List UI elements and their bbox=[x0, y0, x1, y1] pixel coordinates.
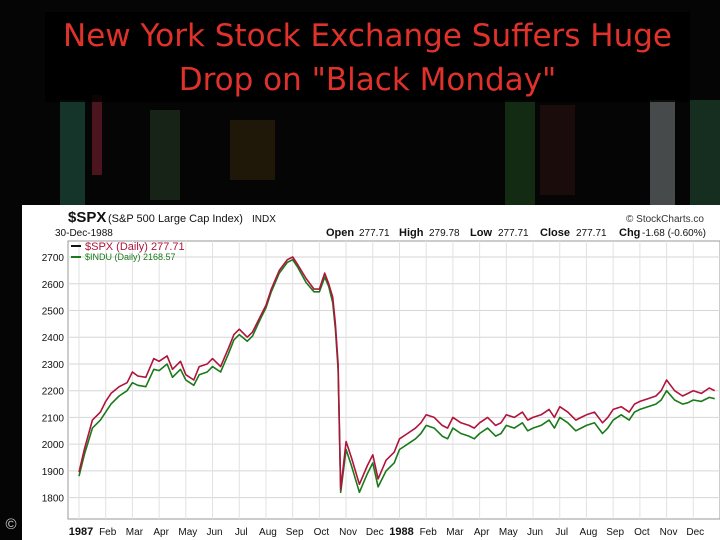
chart-grid bbox=[67, 240, 720, 520]
chart-index-name: (S&P 500 Large Cap Index) bbox=[108, 213, 243, 225]
plot-area-border bbox=[67, 240, 720, 520]
stock-line-chart: 1800 1900 2000 2100 2200 2300 2400 2500 2600 2700… bbox=[42, 209, 720, 538]
x-tick-label: Nov bbox=[660, 527, 678, 538]
y-tick-label: 2000 bbox=[42, 440, 65, 451]
open-label: Open bbox=[326, 227, 354, 239]
x-tick-label: Feb bbox=[99, 527, 117, 538]
x-tick-label: Feb bbox=[420, 527, 438, 538]
close-value: 277.71 bbox=[576, 228, 607, 239]
series-lines bbox=[78, 256, 716, 494]
series-line-spx bbox=[78, 256, 716, 491]
stock-chart-panel: 1800 1900 2000 2100 2200 2300 2400 2500 2600 2700… bbox=[22, 205, 720, 540]
x-tick-label: Nov bbox=[339, 527, 357, 538]
close-label: Close bbox=[540, 227, 570, 239]
y-tick-label: 2200 bbox=[42, 387, 65, 398]
x-tick-label: Dec bbox=[686, 527, 704, 538]
chart-date: 30-Dec-1988 bbox=[55, 228, 113, 239]
y-tick-label: 1900 bbox=[42, 467, 65, 478]
stockcharts-watermark: © StockCharts.co bbox=[626, 214, 704, 225]
x-tick-label: Aug bbox=[259, 527, 277, 538]
x-tick-label: May bbox=[178, 527, 197, 538]
y-tick-label: 2500 bbox=[42, 307, 65, 318]
slide-title: New York Stock Exchange Suffers Huge Dro… bbox=[63, 18, 672, 98]
x-tick-label: Oct bbox=[314, 527, 330, 538]
y-tick-label: 2700 bbox=[42, 253, 65, 264]
x-tick-label: Sep bbox=[286, 527, 304, 538]
x-tick-label: Dec bbox=[366, 527, 384, 538]
x-tick-label: Jun bbox=[206, 527, 222, 538]
legend-label-indu: $INDU (Daily) 2168.57 bbox=[85, 252, 176, 262]
high-value: 279.78 bbox=[429, 228, 460, 239]
axis-ticks: 1800 1900 2000 2100 2200 2300 2400 2500 2600 2700… bbox=[42, 253, 704, 538]
x-tick-label: Mar bbox=[446, 527, 464, 538]
y-tick-label: 2600 bbox=[42, 280, 65, 291]
y-tick-label: 2100 bbox=[42, 413, 65, 424]
chart-symbol: $SPX bbox=[68, 209, 106, 226]
series-line-indu bbox=[78, 258, 715, 494]
open-value: 277.71 bbox=[359, 228, 390, 239]
y-tick-label: 2400 bbox=[42, 333, 65, 344]
x-tick-label: Sep bbox=[606, 527, 624, 538]
x-tick-label: May bbox=[499, 527, 518, 538]
chg-label: Chg bbox=[619, 227, 640, 239]
x-tick-label: Aug bbox=[580, 527, 598, 538]
copyright-mark: © bbox=[5, 516, 17, 533]
high-label: High bbox=[399, 227, 424, 239]
x-tick-label: Mar bbox=[126, 527, 144, 538]
x-tick-label: Jul bbox=[235, 527, 248, 538]
x-tick-label: Apr bbox=[153, 527, 169, 538]
x-tick-label: Jul bbox=[555, 527, 568, 538]
legend-swatch-spx bbox=[71, 245, 81, 247]
x-tick-label: 1987 bbox=[69, 526, 93, 538]
y-tick-label: 2300 bbox=[42, 360, 65, 371]
y-tick-label: 1800 bbox=[42, 494, 65, 505]
legend-label-spx: $SPX (Daily) 277.71 bbox=[85, 241, 185, 253]
chg-value: -1.68 (-0.60%) bbox=[642, 228, 706, 239]
x-tick-label: Jun bbox=[527, 527, 543, 538]
low-value: 277.71 bbox=[498, 228, 529, 239]
chart-exchange: INDX bbox=[252, 214, 276, 225]
legend-swatch-indu bbox=[71, 256, 81, 258]
title-backdrop bbox=[45, 12, 690, 102]
low-label: Low bbox=[470, 227, 492, 239]
x-tick-label: 1988 bbox=[389, 526, 413, 538]
x-tick-label: Oct bbox=[634, 527, 650, 538]
x-tick-label: Apr bbox=[474, 527, 490, 538]
